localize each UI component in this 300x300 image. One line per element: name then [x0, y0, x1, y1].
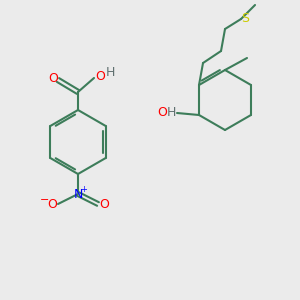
Text: N: N [73, 188, 83, 200]
Text: O: O [95, 70, 105, 83]
Text: O: O [157, 106, 167, 118]
Text: +: + [81, 184, 87, 194]
Text: S: S [241, 11, 249, 25]
Text: O: O [48, 71, 58, 85]
Text: O: O [99, 199, 109, 212]
Text: H: H [166, 106, 176, 118]
Text: −: − [40, 195, 50, 205]
Text: H: H [105, 65, 115, 79]
Text: O: O [47, 199, 57, 212]
